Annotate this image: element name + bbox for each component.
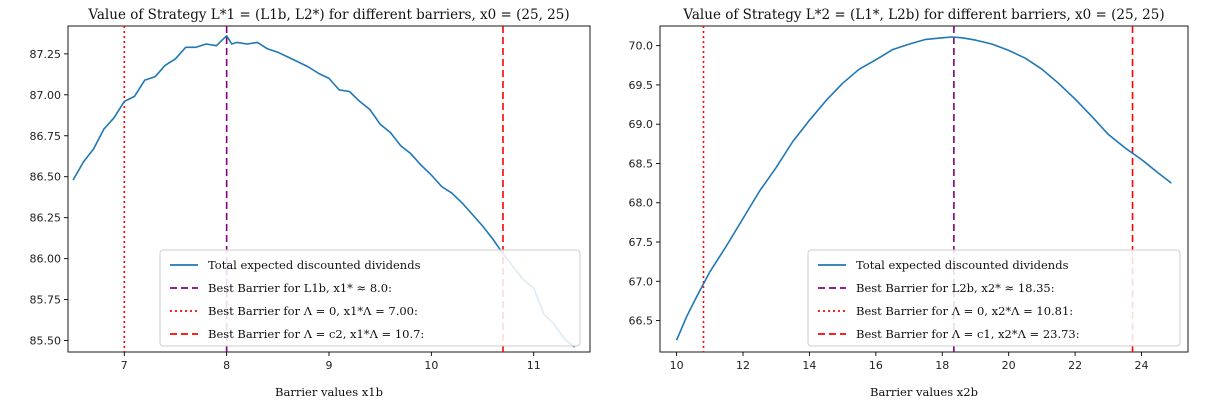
legend-label: Total expected discounted dividends: [208, 258, 421, 272]
legend-label: Best Barrier for Λ = 0, x2*Λ = 10.81:: [856, 304, 1073, 318]
y-tick-label: 69.5: [629, 79, 654, 92]
x-tick-label: 7: [121, 359, 128, 372]
legend: Total expected discounted dividends Best …: [807, 249, 1181, 347]
legend-label: Total expected discounted dividends: [856, 258, 1069, 272]
chart-svg-1: Value of Strategy L*1 = (L1b, L2*) for d…: [30, 7, 591, 399]
legend-label: Best Barrier for Λ = c1, x2*Λ = 23.73:: [856, 327, 1080, 341]
legend-box: [159, 249, 581, 347]
x-tick-label: 11: [527, 359, 541, 372]
x-axis-label: Barrier values x2b: [870, 385, 978, 399]
x-tick-label: 20: [1002, 359, 1016, 372]
y-tick-label: 68.5: [629, 157, 654, 170]
x-tick-label: 14: [802, 359, 816, 372]
y-tick-label: 86.75: [30, 130, 62, 143]
x-tick-label: 10: [424, 359, 438, 372]
chart-svg-2: Value of Strategy L*2 = (L1*, L2b) for d…: [629, 7, 1189, 399]
x-tick-label: 9: [326, 359, 333, 372]
x-tick-label: 18: [935, 359, 949, 372]
y-tick-label: 87.00: [30, 89, 62, 102]
legend-label: Best Barrier for Λ = 0, x1*Λ = 7.00:: [208, 304, 418, 318]
y-tick-label: 86.25: [30, 212, 62, 225]
y-tick-label: 70.0: [629, 40, 654, 53]
y-tick-label: 69.0: [629, 118, 654, 131]
chart-title: Value of Strategy L*2 = (L1*, L2b) for d…: [682, 7, 1164, 23]
y-tick-label: 67.0: [629, 275, 654, 288]
y-tick-label: 85.50: [30, 335, 62, 348]
y-tick-label: 66.5: [629, 315, 654, 328]
y-tick-label: 67.5: [629, 236, 654, 249]
y-tick-label: 86.00: [30, 253, 62, 266]
y-tick-label: 87.25: [30, 48, 62, 61]
x-tick-label: 22: [1068, 359, 1082, 372]
chart-right: Value of Strategy L*2 = (L1*, L2b) for d…: [603, 0, 1206, 405]
y-tick-label: 68.0: [629, 197, 654, 210]
legend: Total expected discounted dividends Best …: [159, 249, 581, 347]
x-tick-label: 12: [736, 359, 750, 372]
x-tick-label: 8: [223, 359, 230, 372]
x-axis-label: Barrier values x1b: [275, 385, 383, 399]
plot-frame: [659, 25, 1189, 353]
legend-label: Best Barrier for Λ = c2, x1*Λ = 10.7:: [208, 327, 424, 341]
x-tick-label: 10: [670, 359, 684, 372]
series-line-1: [675, 36, 1172, 341]
legend-label: Best Barrier for L1b, x1* ≈ 8.0:: [208, 281, 392, 295]
chart-title: Value of Strategy L*1 = (L1b, L2*) for d…: [87, 7, 569, 23]
x-tick-label: 16: [869, 359, 883, 372]
y-tick-label: 85.75: [30, 294, 62, 307]
legend-box: [807, 249, 1181, 347]
chart-left: Value of Strategy L*1 = (L1b, L2*) for d…: [30, 7, 591, 399]
series-line-1: [72, 34, 576, 348]
x-tick-label: 24: [1135, 359, 1149, 372]
legend-label: Best Barrier for L2b, x2* ≈ 18.35:: [856, 281, 1055, 295]
y-tick-label: 86.50: [30, 171, 62, 184]
